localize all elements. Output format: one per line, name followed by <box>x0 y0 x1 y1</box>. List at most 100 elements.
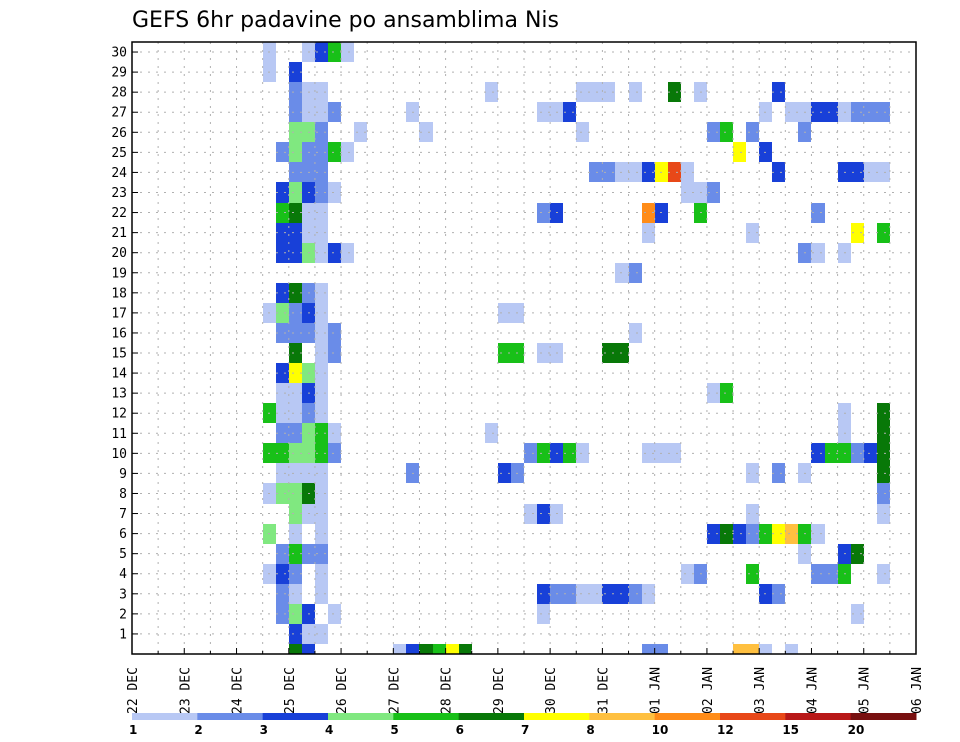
precip-cell <box>315 303 328 323</box>
precip-cell <box>289 624 302 644</box>
precip-cell <box>406 644 419 654</box>
precip-cell <box>877 483 890 504</box>
precip-cell <box>746 644 759 654</box>
precip-cell <box>589 584 602 604</box>
precip-cell <box>341 243 354 263</box>
legend-swatch <box>720 713 786 720</box>
precip-cell <box>315 102 328 122</box>
precip-cell <box>315 142 328 162</box>
y-tick-label: 13 <box>111 387 127 402</box>
precip-cell <box>289 644 302 654</box>
precip-cell <box>589 162 602 182</box>
precip-cell <box>733 142 746 162</box>
precip-cell <box>289 62 302 82</box>
precip-cell <box>315 323 328 343</box>
precip-cell <box>328 42 341 62</box>
legend-label: 2 <box>194 723 202 737</box>
precip-cell <box>315 483 328 504</box>
precip-cell <box>642 644 655 654</box>
y-tick-label: 17 <box>111 306 127 321</box>
precip-cell <box>276 463 289 483</box>
legend-swatch <box>785 713 852 720</box>
precip-cell <box>642 223 655 243</box>
precip-cell <box>877 564 890 584</box>
precip-cell <box>537 102 550 122</box>
precip-cell <box>772 463 785 483</box>
x-tick-label: 23 DEC <box>178 667 193 714</box>
precip-cell <box>746 122 759 142</box>
precip-cell <box>419 122 433 142</box>
precip-cell <box>811 564 825 584</box>
legend-swatch <box>132 713 198 720</box>
precip-cell <box>341 142 354 162</box>
precip-cell <box>289 524 302 544</box>
precip-cell <box>341 42 354 62</box>
precip-cell <box>720 383 733 403</box>
precip-cell <box>485 423 498 443</box>
x-tick-label: 27 DEC <box>387 667 402 714</box>
precip-cell <box>289 142 302 162</box>
precip-cell <box>602 162 615 182</box>
precip-cell <box>642 162 655 182</box>
precip-cell <box>315 443 328 463</box>
precip-cell <box>602 82 615 102</box>
precip-cell <box>315 544 328 564</box>
precip-cell <box>315 624 328 644</box>
x-tick-label: 30 DEC <box>544 667 559 714</box>
x-tick-label: 22 DEC <box>126 667 141 714</box>
precip-cell <box>668 162 681 182</box>
y-tick-label: 14 <box>111 367 127 382</box>
x-tick-label: 05 JAN <box>858 667 873 714</box>
precip-cell <box>811 443 825 463</box>
precip-cell <box>629 323 642 343</box>
precip-cell <box>276 203 289 223</box>
precip-cell <box>276 142 289 162</box>
precip-cell <box>289 162 302 182</box>
precip-cell <box>785 102 798 122</box>
y-tick-label: 8 <box>119 487 127 502</box>
precip-cell <box>315 162 328 182</box>
precip-cell <box>315 363 328 383</box>
y-tick-label: 27 <box>111 106 127 121</box>
precip-cell <box>315 584 328 604</box>
precip-cell <box>276 544 289 564</box>
precip-cell <box>746 223 759 243</box>
precip-cell <box>315 42 328 62</box>
precip-cell <box>772 82 785 102</box>
precip-cell <box>681 162 694 182</box>
precip-cell <box>289 343 302 363</box>
cells-layer <box>263 42 890 654</box>
y-tick-label: 12 <box>111 407 127 422</box>
precip-cell <box>877 443 890 463</box>
x-tick-label: 31 DEC <box>596 667 611 714</box>
precip-cell <box>537 203 550 223</box>
precip-cell <box>276 363 289 383</box>
precip-cell <box>877 223 890 243</box>
precip-cell <box>642 203 655 223</box>
precip-cell <box>289 182 302 203</box>
legend-label: 7 <box>521 723 529 737</box>
precip-cell <box>276 283 289 303</box>
precip-cell <box>328 343 341 363</box>
precip-cell <box>537 584 550 604</box>
precip-cell <box>851 443 864 463</box>
precip-cell <box>877 102 890 122</box>
x-tick-label: 02 JAN <box>701 667 716 714</box>
precip-cell <box>707 122 720 142</box>
legend-label: 15 <box>782 723 799 737</box>
precip-cell <box>276 604 289 624</box>
legend-label: 3 <box>260 723 268 737</box>
precip-cell <box>602 584 615 604</box>
y-tick-label: 26 <box>111 126 127 141</box>
y-tick-label: 3 <box>119 587 127 602</box>
precip-cell <box>315 564 328 584</box>
precip-cell <box>289 443 302 463</box>
legend-swatch <box>262 713 329 720</box>
precip-cell <box>772 162 785 182</box>
precip-cell <box>315 463 328 483</box>
precip-cell <box>851 544 864 564</box>
precip-cell <box>289 102 302 122</box>
precip-cell <box>328 423 341 443</box>
y-tick-label: 7 <box>119 507 127 522</box>
precip-cell <box>785 524 798 544</box>
